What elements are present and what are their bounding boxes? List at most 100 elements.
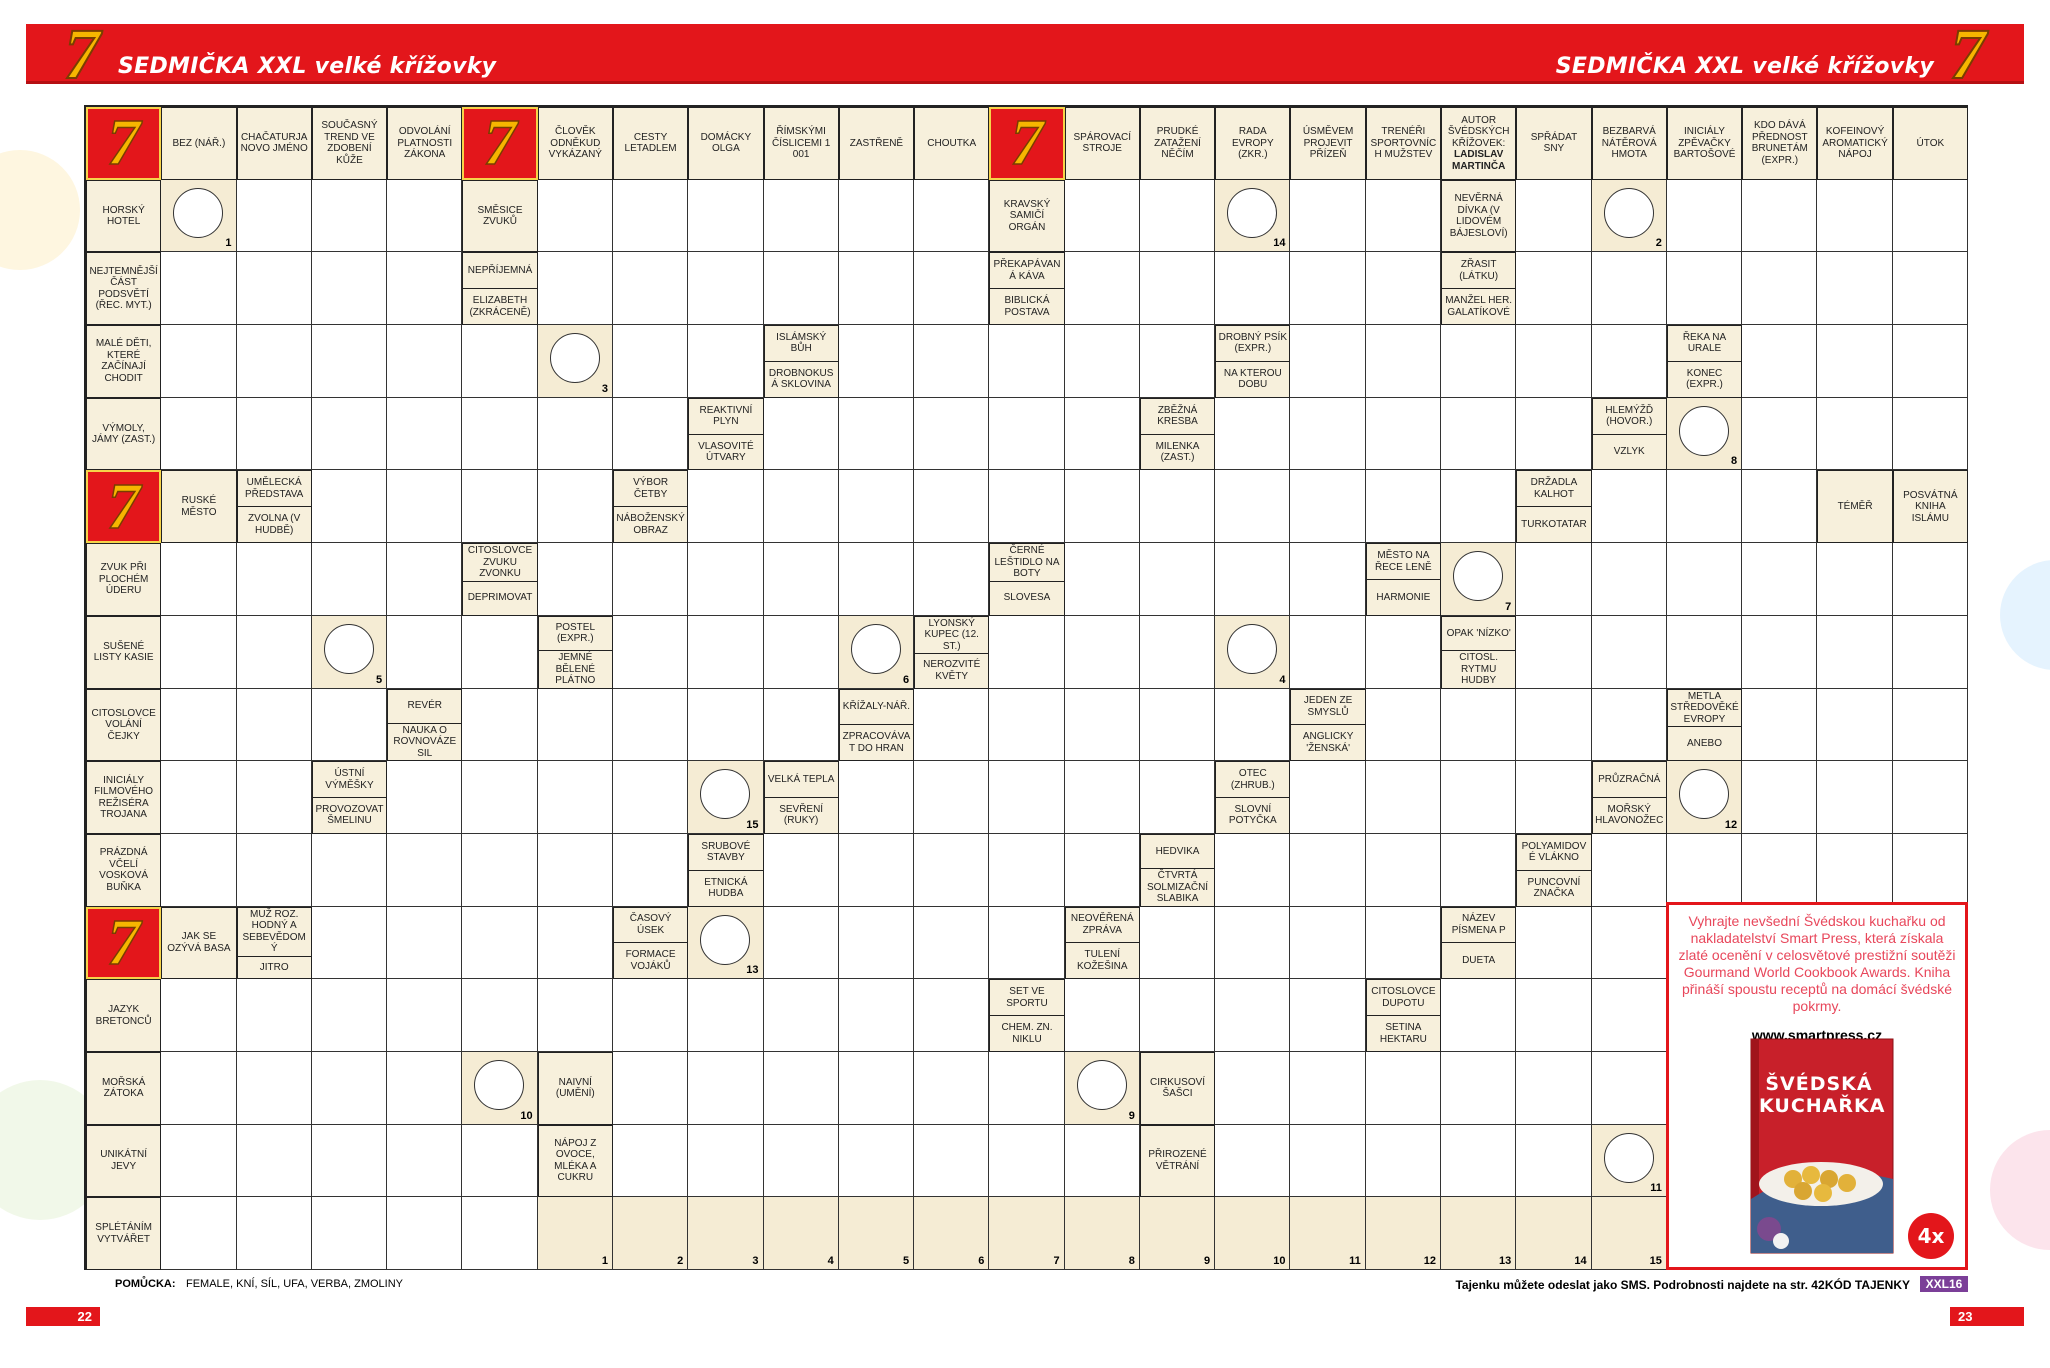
grid-cell (914, 833, 990, 907)
clue-text: NÁBOŽENSKÝ OBRAZ (613, 506, 688, 542)
clue-text: KRAVSKÝ SAMIČÍ ORGÁN (1003, 198, 1051, 233)
circle-number: 9 (1128, 1109, 1135, 1122)
clue-text: JITRO (237, 955, 311, 979)
marked-cell: 13 (688, 906, 764, 980)
clue-text: ČERNÉ LEŠTIDLO NA BOTY (994, 545, 1060, 580)
clue-text: AUTOR ŠVÉDSKÝCH KŘÍŽOVEK: (1447, 114, 1510, 149)
marked-cell: 2 (1591, 179, 1667, 253)
clue-text: POLYAMIDOVÉ VLÁKNO (1521, 840, 1587, 864)
clue-cell: INICIÁLY ZPĚVAČKY BARTOŠOVÉ (1666, 107, 1743, 180)
circle-number: 2 (1655, 237, 1662, 250)
grid-cell (1290, 252, 1366, 326)
grid-cell (612, 397, 689, 471)
grid-cell (1064, 397, 1140, 471)
clue-box: JAK SE OZÝVÁ BASA (162, 908, 235, 979)
clue-box: CHAČATURJANOVO JMÉNO (238, 108, 311, 179)
grid-cell (236, 397, 312, 471)
grid-cell (1742, 325, 1818, 398)
clue-box: CHOUTKA (915, 108, 988, 179)
grid-cell (1742, 833, 1818, 907)
clue-text: SUŠENÉ LISTY KASIE (93, 640, 154, 664)
clue-text: BEZ (NÁŘ.) (172, 137, 226, 149)
clue-cell: POSTEL (EXPR.) JEMNÉ BĚLENÉ PLÁTNO (537, 615, 613, 689)
grid-cell (688, 1051, 764, 1125)
clue-text: INICIÁLY ZPĚVAČKY BARTOŠOVÉ (1673, 126, 1736, 161)
grid-cell (1591, 325, 1667, 398)
solution-cell: 4 (763, 1197, 839, 1270)
clue-text: DROBNOKUSÁ SKLOVINA (764, 360, 838, 397)
grid-cell (612, 833, 689, 907)
solution-number: 6 (978, 1255, 985, 1267)
clue-text: VLASOVITÉ ÚTVARY (689, 433, 763, 470)
grid-cell (311, 979, 388, 1052)
grid-cell (236, 543, 312, 616)
clue-box: PRUDKÉ ZATAŽENÍ NĚČÍM (1141, 108, 1214, 179)
marked-cell: 10 (462, 1051, 538, 1125)
grid-cell (1742, 397, 1818, 471)
grid-cell (462, 1124, 538, 1198)
solution-number: 5 (902, 1255, 910, 1267)
clue-text: NÁPOJ Z OVOCE, MLÉKA A CUKRU (554, 1137, 597, 1184)
solution-cell: 7 (989, 1197, 1065, 1270)
clue-box: KDO DÁVÁ PŘEDNOST BRUNETÁM (EXPR.) (1743, 108, 1816, 179)
grid-cell (914, 470, 990, 544)
clue-cell: CESTY LETADLEM (612, 107, 689, 180)
clue-cell: OPAK 'NÍZKO' CITOSL. RYTMU HUDBY (1441, 615, 1517, 689)
letter-circle (323, 623, 374, 674)
circle-number: 13 (746, 964, 759, 977)
grid-cell (537, 397, 613, 471)
grid-cell (537, 470, 613, 544)
clue-cell: VÝBOR ČETBY NÁBOŽENSKÝ OBRAZ (612, 470, 689, 544)
grid-cell (1516, 179, 1592, 253)
grid-cell (989, 397, 1065, 471)
clue-cell: KŘÍŽALY-NÁŘ. ZPRACOVÁVAT DO HRAN (838, 688, 915, 762)
clue-text: NAUKA O ROVNOVÁZE SIL (388, 722, 462, 761)
clue-cell: OTEC (ZHRUB.) SLOVNÍ POTYČKA (1215, 761, 1291, 834)
grid-cell (161, 833, 237, 907)
page-number: 22 (26, 1307, 100, 1326)
clue-text: SETINA HEKTARU (1366, 1015, 1441, 1051)
grid-cell (311, 470, 388, 544)
grid-cell (236, 1124, 312, 1198)
grid-cell (1742, 615, 1818, 689)
letter-circle (1603, 1132, 1654, 1183)
grid-cell (1441, 1051, 1517, 1125)
grid-cell (763, 833, 839, 907)
clue-text: UNIKÁTNÍ JEVY (100, 1149, 147, 1172)
clue-cell: JAZYK BRETONCŮ (86, 979, 162, 1052)
grid-cell (537, 761, 613, 834)
solution-number: 3 (752, 1255, 759, 1267)
header-title: SEDMIČKA XXL velké křížovky (1555, 54, 1934, 79)
clue-text: MOŘSKÝ HLAVONOŽEC (1592, 797, 1666, 833)
clue-cell: ŘÍMSKÝMI ČÍSLICEMI 1 001 (763, 107, 839, 180)
clue-text: CITOSL. RYTMU HUDBY (1442, 650, 1516, 688)
grid-cell (914, 1051, 990, 1125)
grid-cell (1215, 833, 1291, 907)
clue-text: SLOVESA (990, 580, 1064, 615)
grid-cell (1064, 833, 1140, 907)
grid-cell (763, 1051, 839, 1125)
solution-number: 13 (1499, 1255, 1512, 1267)
clue-cell: ČERNÉ LEŠTIDLO NA BOTY SLOVESA (989, 543, 1065, 616)
clue-text: VÝMOLY, JÁMY (ZAST.) (92, 422, 156, 446)
clue-box: ČLOVĚK ODNĚKUD VYKÁZANÝ (539, 108, 612, 179)
grid-cell (1892, 761, 1968, 834)
clue-text: POSTEL (EXPR.) (555, 621, 596, 645)
grid-cell (1365, 1124, 1442, 1198)
clue-cell: MOŘSKÁ ZÁTOKA (86, 1051, 162, 1125)
solution-cell: 6 (914, 1197, 990, 1270)
grid-cell (1666, 179, 1743, 253)
grid-cell (612, 179, 689, 253)
clue-text: DROBNÝ PSÍK (EXPR.) (1218, 331, 1287, 355)
grid-cell (1591, 833, 1667, 907)
grid-cell (1742, 688, 1818, 762)
grid-cell (1817, 325, 1893, 398)
grid-cell (1290, 1124, 1366, 1198)
clue-text: PRUDKÉ ZATAŽENÍ NĚČÍM (1154, 126, 1201, 161)
grid-cell (387, 1124, 463, 1198)
clue-text: NAIVNÍ (UMĚNÍ) (555, 1076, 595, 1100)
grid-cell (1516, 1051, 1592, 1125)
grid-cell (688, 470, 764, 544)
marked-cell: 11 (1591, 1124, 1667, 1198)
grid-cell (537, 252, 613, 326)
